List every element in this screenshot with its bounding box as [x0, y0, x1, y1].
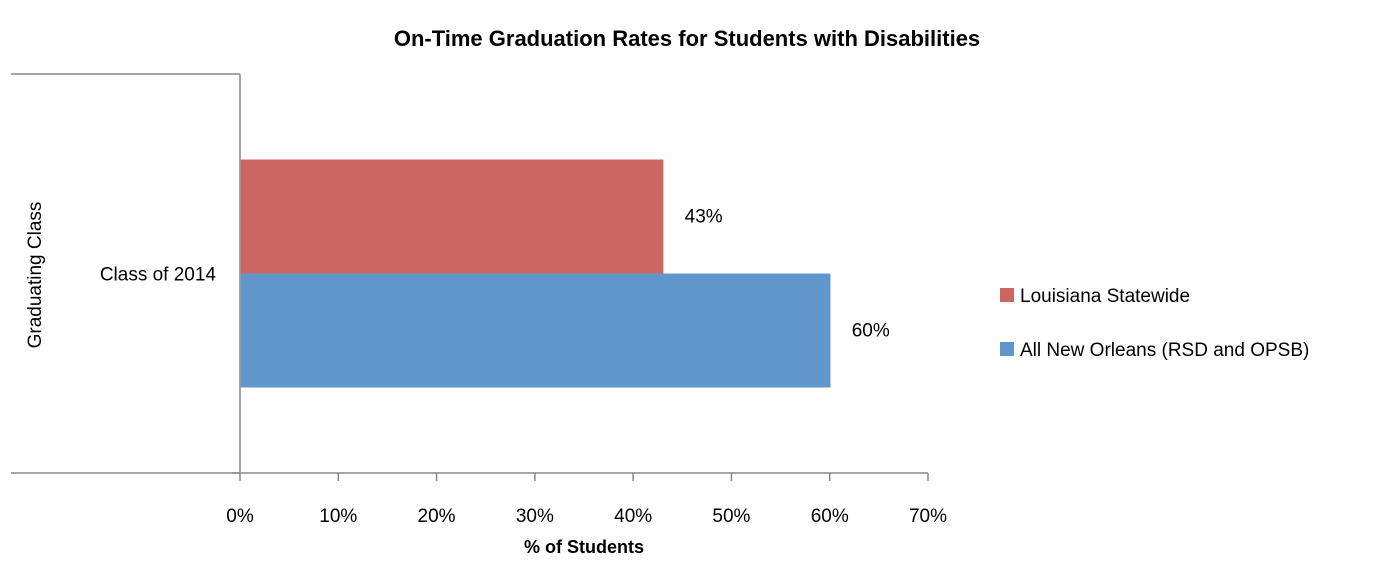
x-tick-label: 50% [712, 506, 750, 527]
legend-swatch [1000, 342, 1014, 356]
x-tick-label: 10% [319, 506, 357, 527]
x-tick-label: 40% [614, 506, 652, 527]
chart-title: On-Time Graduation Rates for Students wi… [394, 26, 980, 51]
x-tick-label: 30% [516, 506, 554, 527]
legend-label: Louisiana Statewide [1020, 286, 1190, 307]
x-tick-label: 70% [909, 506, 947, 527]
legend-label: All New Orleans (RSD and OPSB) [1020, 340, 1309, 361]
x-tick-label: 20% [418, 506, 456, 527]
plot-area: 0% 10% 20% 30% 40% 50% 60% 70% Class of 2014 43% 6… [11, 73, 947, 527]
bar-louisiana-statewide [240, 159, 664, 274]
x-axis-title: % of Students [524, 537, 644, 557]
y-axis-title: Graduating Class [25, 202, 46, 349]
legend: Louisiana Statewide All New Orleans (RSD … [1000, 286, 1309, 361]
data-label: 43% [685, 207, 723, 228]
legend-swatch [1000, 288, 1014, 302]
x-tick-label: 0% [226, 506, 254, 527]
bar-all-new-orleans [240, 273, 831, 388]
data-label: 60% [852, 321, 890, 342]
category-label: Class of 2014 [100, 265, 217, 286]
x-tick-label: 60% [811, 506, 849, 527]
